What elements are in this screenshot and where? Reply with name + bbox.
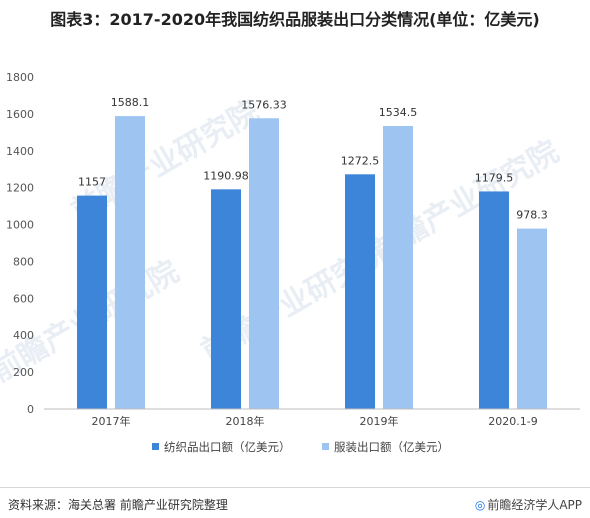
legend: 纺织品出口额（亿美元） 服装出口额（亿美元） <box>152 440 449 454</box>
x-axis: 2017年 2018年 2019年 2020.1-9 <box>44 408 580 428</box>
x-tick-label: 2019年 <box>360 414 399 428</box>
chart-title: 图表3：2017-2020年我国纺织品服装出口分类情况(单位：亿美元) <box>50 10 540 29</box>
y-tick-label: 1400 <box>6 145 34 158</box>
legend-label: 服装出口额（亿美元） <box>334 440 449 454</box>
footer: 资料来源：海关总署 前瞻产业研究院整理 ◎ 前瞻经济学人APP <box>0 487 590 518</box>
data-label: 978.3 <box>516 209 548 222</box>
brand-name: 前瞻经济学人APP <box>487 498 582 512</box>
data-labels: 1157 1588.1 1190.98 1576.33 1272.5 1534.5 1179… <box>78 96 548 221</box>
brand-logo-icon: ◎ <box>474 498 486 512</box>
bar-chart: 前瞻产业研究院前瞻产业研究院前瞻产业研究院前瞻产业研究院 02004006008… <box>0 71 580 454</box>
y-tick-label: 1800 <box>6 71 34 84</box>
x-tick-label: 2017年 <box>92 414 131 428</box>
y-tick-label: 400 <box>13 329 34 342</box>
data-label: 1157 <box>78 176 106 189</box>
y-tick-label: 1000 <box>6 219 34 232</box>
legend-swatch <box>152 443 159 450</box>
y-tick-label: 800 <box>13 255 34 268</box>
data-label: 1179.5 <box>475 171 514 184</box>
y-axis: 0 200 400 600 800 1000 1200 1400 1600 1800 <box>6 71 34 416</box>
bar <box>115 116 145 410</box>
y-tick-label: 200 <box>13 366 34 379</box>
y-tick-label: 0 <box>27 403 34 416</box>
bar <box>211 189 241 409</box>
data-label: 1576.33 <box>241 98 287 111</box>
x-tick-label: 2018年 <box>226 414 265 428</box>
brand-label: ◎ 前瞻经济学人APP <box>475 496 582 513</box>
data-label: 1190.98 <box>203 169 249 182</box>
legend-swatch <box>322 443 329 450</box>
y-tick-label: 1600 <box>6 108 34 121</box>
y-tick-label: 600 <box>13 292 34 305</box>
source-note: 资料来源：海关总署 前瞻产业研究院整理 <box>8 498 228 512</box>
bar <box>345 174 375 409</box>
bar <box>249 118 279 409</box>
bars <box>77 116 547 410</box>
y-tick-label: 1200 <box>6 182 34 195</box>
bar <box>77 195 107 409</box>
bar <box>479 191 509 409</box>
bar <box>383 125 413 409</box>
x-tick-label: 2020.1-9 <box>488 415 537 428</box>
data-label: 1588.1 <box>111 96 150 109</box>
data-label: 1272.5 <box>341 154 380 167</box>
legend-label: 纺织品出口额（亿美元） <box>164 440 291 454</box>
bar <box>517 228 547 409</box>
data-label: 1534.5 <box>379 106 418 119</box>
